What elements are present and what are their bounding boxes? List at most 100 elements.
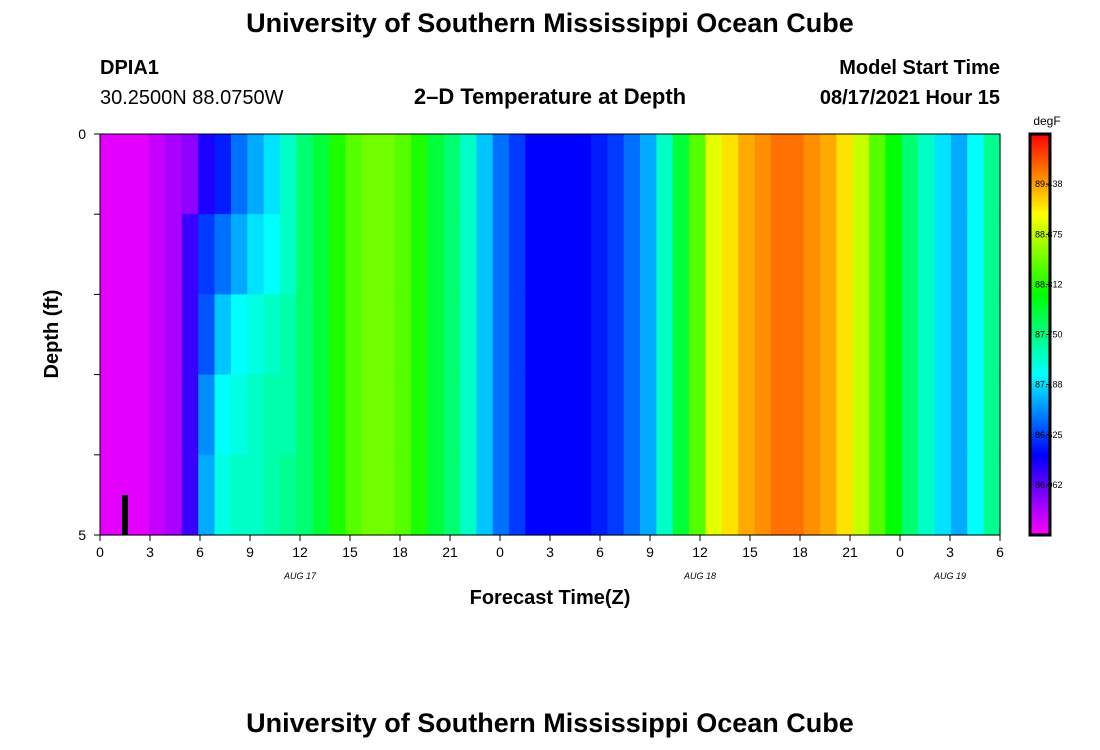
heatmap-cell <box>901 134 919 215</box>
heatmap-cell <box>967 294 985 376</box>
heatmap-cell <box>754 294 772 376</box>
heatmap-cell <box>198 134 216 215</box>
heatmap-cell <box>967 454 985 536</box>
heatmap-cell <box>689 374 707 456</box>
heatmap-cell <box>312 294 330 376</box>
heatmap-cell <box>623 374 641 456</box>
heatmap-cell <box>361 214 379 295</box>
heatmap-cell <box>574 454 592 536</box>
heatmap-cell <box>607 374 625 456</box>
heatmap-cell <box>787 294 805 376</box>
footer-title: University of Southern Mississippi Ocean… <box>246 708 854 738</box>
heatmap-cell <box>345 374 363 456</box>
heatmap-cell <box>116 214 134 295</box>
heatmap-cell <box>885 454 903 536</box>
heatmap-cell <box>705 374 723 456</box>
heatmap-cell <box>918 134 936 215</box>
heatmap-cell <box>280 374 297 456</box>
heatmap-cell <box>296 454 314 536</box>
heatmap-cell <box>721 134 739 215</box>
heatmap-cell <box>460 454 477 536</box>
heatmap-cell <box>705 214 723 295</box>
heatmap-cell <box>803 454 821 536</box>
heatmap-cell <box>492 374 510 456</box>
heatmap-cell <box>280 294 297 376</box>
x-tick-label: 6 <box>196 544 204 560</box>
heatmap-cell <box>230 454 248 536</box>
heatmap-cell <box>394 214 412 295</box>
heatmap-cell <box>705 454 723 536</box>
heatmap-cell <box>967 214 985 295</box>
colorbar-unit: degF <box>1033 114 1060 128</box>
heatmap-cell <box>541 454 559 536</box>
heatmap-cell <box>656 374 674 456</box>
heatmap-cell <box>427 454 445 536</box>
heatmap-cell <box>345 134 363 215</box>
y-axis: 05 <box>78 126 100 543</box>
x-tick-label: 12 <box>292 544 308 560</box>
heatmap-cell <box>476 214 494 295</box>
x-tick-label: 6 <box>596 544 604 560</box>
heatmap-cell <box>100 454 117 536</box>
heatmap-cell <box>443 294 461 376</box>
heatmap-cell <box>214 134 232 215</box>
heatmap-cell <box>820 214 837 295</box>
heatmap-cell <box>116 294 134 376</box>
heatmap-cell <box>509 374 527 456</box>
x-axis: 0 3 6 9 12 15 18 21 0 3 6 9 12 15 18 21 0 3 6 AUG 17 AUG 18 A… <box>96 535 1004 581</box>
heatmap-cell <box>558 454 576 536</box>
heatmap-cell <box>280 454 297 536</box>
heatmap-cell <box>918 374 936 456</box>
heatmap-cell <box>836 294 854 376</box>
heatmap-cell <box>214 294 232 376</box>
x-tick-label: 18 <box>392 544 408 560</box>
heatmap-cell <box>312 214 330 295</box>
date-label: AUG 17 <box>283 571 317 581</box>
heatmap-cell <box>754 134 772 215</box>
heatmap-cell <box>378 454 396 536</box>
heatmap-cell <box>345 294 363 376</box>
heatmap-cell <box>754 214 772 295</box>
heatmap-cell <box>590 134 608 215</box>
heatmap-cell <box>329 454 347 536</box>
heatmap-cell <box>934 134 952 215</box>
heatmap-cell <box>100 374 117 456</box>
heatmap-cell <box>640 454 657 536</box>
heatmap-cell <box>280 214 297 295</box>
heatmap-cell <box>100 134 117 215</box>
station-coords: 30.2500N 88.0750W <box>100 87 284 109</box>
heatmap-cell <box>230 294 248 376</box>
heatmap-cell <box>590 294 608 376</box>
heatmap-cell <box>689 214 707 295</box>
heatmap-cell <box>885 214 903 295</box>
heatmap-cell <box>672 214 690 295</box>
heatmap-cell <box>492 134 510 215</box>
heatmap-cell <box>509 134 527 215</box>
heatmap-cell <box>623 134 641 215</box>
x-tick-label: 3 <box>546 544 554 560</box>
heatmap-cell <box>361 454 379 536</box>
heatmap-cell <box>165 294 183 376</box>
heatmap-cell <box>770 134 788 215</box>
heatmap-cell <box>983 134 1001 215</box>
heatmap-cell <box>476 374 494 456</box>
heatmap-cell <box>263 374 281 456</box>
heatmap-cell <box>476 454 494 536</box>
heatmap-cell <box>705 134 723 215</box>
colorbar-tick-label: 87.750 <box>1035 330 1063 340</box>
heatmap-cell <box>492 214 510 295</box>
heatmap-cell <box>427 214 445 295</box>
heatmap-cell <box>901 454 919 536</box>
heatmap-cell <box>918 454 936 536</box>
heatmap-cell <box>770 214 788 295</box>
heatmap-cell <box>754 374 772 456</box>
heatmap-cell <box>296 294 314 376</box>
heatmap-cell <box>934 294 952 376</box>
heatmap-cell <box>181 374 199 456</box>
x-tick-label: 0 <box>896 544 904 560</box>
heatmap-cell <box>787 214 805 295</box>
heatmap-cell <box>656 454 674 536</box>
x-tick-label: 3 <box>146 544 154 560</box>
heatmap-cell <box>476 294 494 376</box>
heatmap-cell <box>247 374 265 456</box>
